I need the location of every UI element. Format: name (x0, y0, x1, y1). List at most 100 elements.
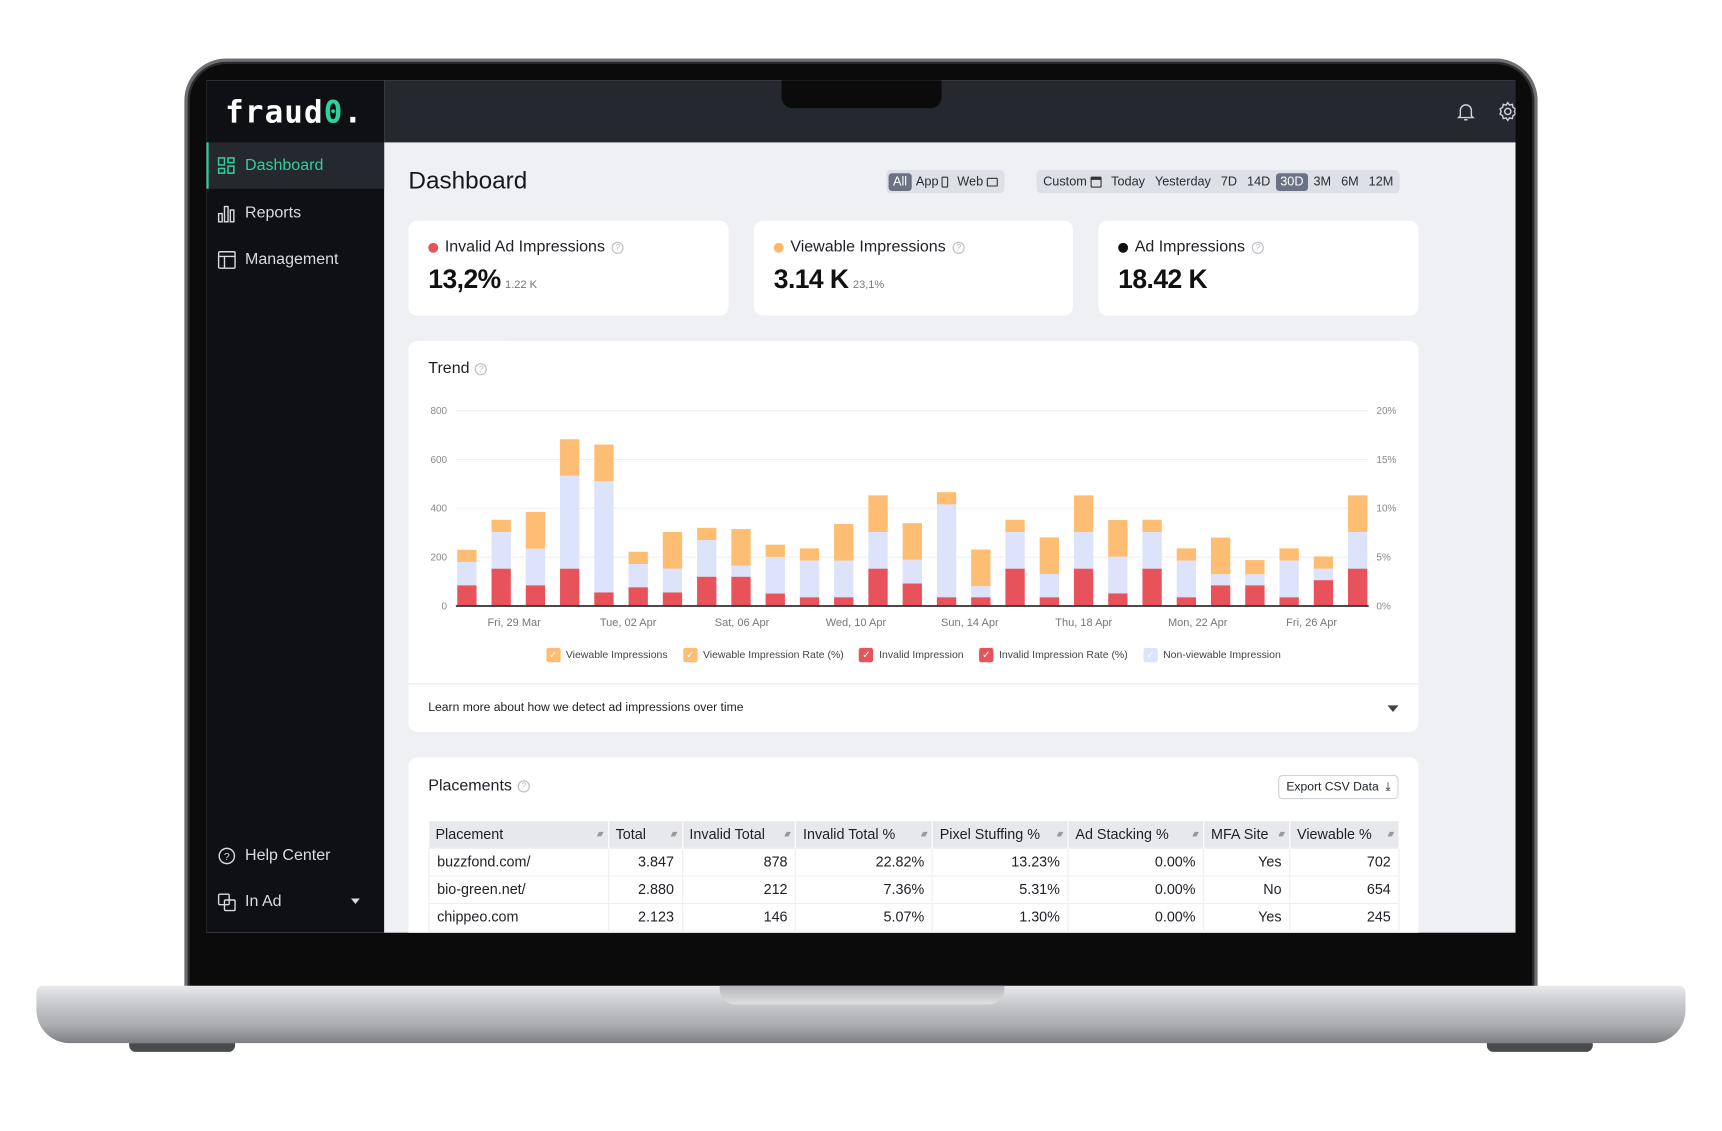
sidebar-item-management[interactable]: Management (206, 236, 384, 282)
checkbox-icon[interactable]: ✓ (979, 647, 994, 663)
table-row[interactable]: chippeo.com 2.123 146 5.07% 1.30% 0.00% Yes 245 (428, 902, 1400, 932)
range-yesterday[interactable]: Yesterday (1154, 174, 1211, 189)
bar-segment (457, 585, 477, 606)
bar-segment (628, 587, 648, 606)
legend-item[interactable]: ✓ Invalid Impression Rate (%) (979, 647, 1128, 663)
kpi-subvalue: 1.22 K (505, 279, 537, 292)
bar-segment (1210, 537, 1231, 575)
sort-icon[interactable]: ▴▾ (1278, 829, 1285, 840)
logo[interactable]: fraud0. (225, 93, 364, 131)
range-today[interactable]: Today (1111, 174, 1145, 189)
column-label: Invalid Total % (802, 825, 896, 843)
range-custom[interactable]: Custom (1039, 173, 1106, 191)
legend-label: Invalid Impression Rate (%) (998, 649, 1128, 662)
help-icon[interactable]: ? (611, 241, 624, 254)
bar-segment (902, 523, 922, 560)
column-header[interactable]: Viewable % ▴▾ (1289, 821, 1400, 848)
download-icon: ⤓ (1385, 779, 1391, 794)
bar-segment (971, 586, 991, 598)
column-header[interactable]: MFA Site ▴▾ (1203, 821, 1291, 848)
sort-icon[interactable]: ▴▾ (1387, 829, 1394, 840)
sidebar-item-label: Dashboard (245, 156, 324, 175)
range-12m[interactable]: 12M (1368, 174, 1394, 189)
help-icon[interactable]: ? (1251, 241, 1264, 254)
bar-segment (731, 576, 751, 606)
table-cell: Yes (1203, 902, 1291, 932)
legend-item[interactable]: ✓ Viewable Impressions (545, 647, 668, 663)
bar-segment (1108, 556, 1128, 594)
sidebar-item-reports[interactable]: Reports (206, 190, 384, 236)
app-screen: fraud0. Dashboard Reports Management ? H… (206, 80, 1516, 933)
range-6m[interactable]: 6M (1341, 174, 1359, 189)
learn-more-toggle[interactable]: Learn more about how we detect ad impres… (428, 700, 744, 715)
legend-label: Non-viewable Impression (1163, 649, 1281, 662)
help-icon[interactable]: ? (517, 779, 530, 792)
checkbox-icon[interactable]: ✓ (683, 647, 698, 663)
checkbox-icon[interactable]: ✓ (859, 647, 874, 663)
sort-icon[interactable]: ▴▾ (1192, 829, 1199, 840)
legend-item[interactable]: ✓ Invalid Impression (859, 647, 964, 663)
sort-icon[interactable]: ▴▾ (920, 829, 928, 840)
table-cell: 878 (681, 847, 797, 876)
sidebar-item-label: Reports (245, 204, 302, 222)
account-switcher[interactable]: In Ad (206, 879, 384, 925)
bar-segment (1176, 548, 1197, 561)
bar-segment (662, 592, 683, 606)
checkbox-icon[interactable]: ✓ (1143, 647, 1158, 663)
sort-icon[interactable]: ▴▾ (784, 829, 791, 840)
date-range-filter: Custom Today Yesterday 7D 14D 30D 3M 6M … (1036, 169, 1400, 194)
bell-icon[interactable] (1455, 100, 1477, 122)
table-row[interactable]: bio-green.net/2.880 212 7.36% 5.31% 0.00% No 6… (428, 874, 1400, 904)
column-label: MFA Site (1211, 825, 1269, 843)
bar-segment (1073, 568, 1094, 606)
column-label: Total (615, 825, 646, 843)
y2-tick-label: 0% (1376, 601, 1391, 612)
checkbox-icon[interactable]: ✓ (545, 647, 561, 663)
x-tick-label: Fri, 29 Mar (488, 617, 542, 629)
laptop-foot (129, 1043, 236, 1052)
help-icon[interactable]: ? (475, 362, 488, 375)
bar-segment (834, 597, 854, 606)
filter-app[interactable]: App (911, 173, 952, 191)
column-label: Viewable % (1297, 825, 1372, 843)
column-header[interactable]: Invalid Total % ▴▾ (795, 821, 934, 848)
bar-segment (457, 549, 477, 563)
bar-segment (594, 592, 614, 606)
chevron-down-icon (351, 898, 360, 905)
filter-all[interactable]: All (888, 172, 912, 191)
page-title: Dashboard (408, 166, 528, 195)
bar-segment (697, 540, 717, 577)
range-30d[interactable]: 30D (1275, 172, 1308, 191)
legend-item[interactable]: ✓ Viewable Impression Rate (%) (683, 647, 844, 663)
sidebar-item-help-center[interactable]: ? Help Center (206, 832, 384, 878)
sort-icon[interactable]: ▴▾ (1056, 829, 1064, 840)
column-header[interactable]: Ad Stacking % ▴▾ (1068, 821, 1205, 848)
x-tick-label: Tue, 02 Apr (600, 617, 657, 629)
table-row[interactable]: buzzfond.com/3.847 878 22.82% 13.23% 0.00% Ye… (428, 847, 1400, 876)
column-header[interactable]: Total ▴▾ (608, 821, 683, 848)
sort-icon[interactable]: ▴▾ (670, 829, 678, 840)
sidebar-item-label: Help Center (245, 846, 331, 865)
sidebar-item-dashboard[interactable]: Dashboard (206, 142, 385, 189)
column-header[interactable]: Invalid Total ▴▾ (682, 821, 797, 848)
bar-segment (560, 439, 580, 476)
legend-item[interactable]: ✓ Non-viewable Impression (1143, 647, 1281, 663)
bar-chart-icon (217, 205, 235, 222)
help-circle-icon: ? (218, 847, 236, 864)
help-icon[interactable]: ? (952, 241, 965, 254)
gear-icon[interactable] (1497, 100, 1516, 122)
kpi-card-viewable-impressions: Viewable Impressions? 3.14 K 23,1% (753, 220, 1073, 316)
export-csv-button[interactable]: Export CSV Data ⤓ (1278, 774, 1399, 800)
column-header[interactable]: Placement ▴▾ (428, 821, 609, 848)
phone-icon (941, 176, 949, 188)
bar-segment (936, 504, 957, 598)
filter-web[interactable]: Web (953, 173, 1002, 191)
range-7d[interactable]: 7D (1220, 174, 1238, 189)
range-3m[interactable]: 3M (1313, 174, 1332, 189)
range-14d[interactable]: 14D (1247, 174, 1271, 189)
chevron-down-icon[interactable] (1387, 705, 1399, 712)
sort-icon[interactable]: ▴▾ (596, 829, 604, 840)
column-header[interactable]: Pixel Stuffing % ▴▾ (932, 821, 1069, 848)
bar-segment (525, 511, 546, 549)
sidebar-item-label: Management (245, 250, 339, 269)
